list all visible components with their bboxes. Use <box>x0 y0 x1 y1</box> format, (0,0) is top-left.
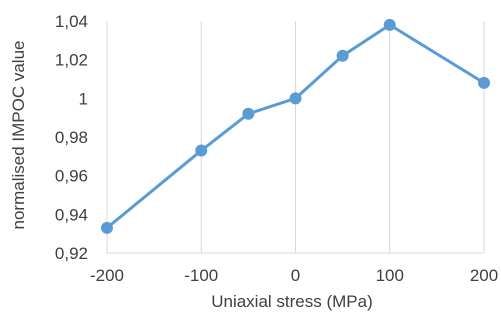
y-tick-label: 1,04 <box>55 12 88 31</box>
x-axis-title: Uniaxial stress (MPa) <box>211 292 373 311</box>
data-point <box>383 18 396 31</box>
data-point <box>242 107 255 120</box>
data-point <box>195 144 208 157</box>
grid-lines <box>106 21 485 254</box>
y-tick-label: 0,96 <box>55 167 88 186</box>
data-point <box>289 92 302 105</box>
data-point <box>101 221 113 234</box>
x-tick-label: 0 <box>291 266 300 285</box>
x-tick-label: -100 <box>184 266 218 285</box>
x-tick-label: -200 <box>90 266 124 285</box>
x-tick-label: 200 <box>470 266 498 285</box>
data-point <box>336 49 349 62</box>
y-axis-tick-labels: 0,92 0,94 0,96 0,98 1 1,02 1,04 <box>55 12 88 263</box>
y-tick-label: 0,98 <box>55 128 88 147</box>
data-point <box>478 76 490 89</box>
x-axis-tick-labels: -200 -100 0 100 200 <box>90 266 498 285</box>
y-tick-label: 0,92 <box>55 244 88 263</box>
y-axis-title: normalised IMPOC value <box>9 41 28 230</box>
x-tick-label: 100 <box>376 266 404 285</box>
y-tick-label: 0,94 <box>55 205 88 224</box>
data-point-group <box>101 18 490 234</box>
y-tick-label: 1 <box>79 89 88 108</box>
y-tick-label: 1,02 <box>55 51 88 70</box>
